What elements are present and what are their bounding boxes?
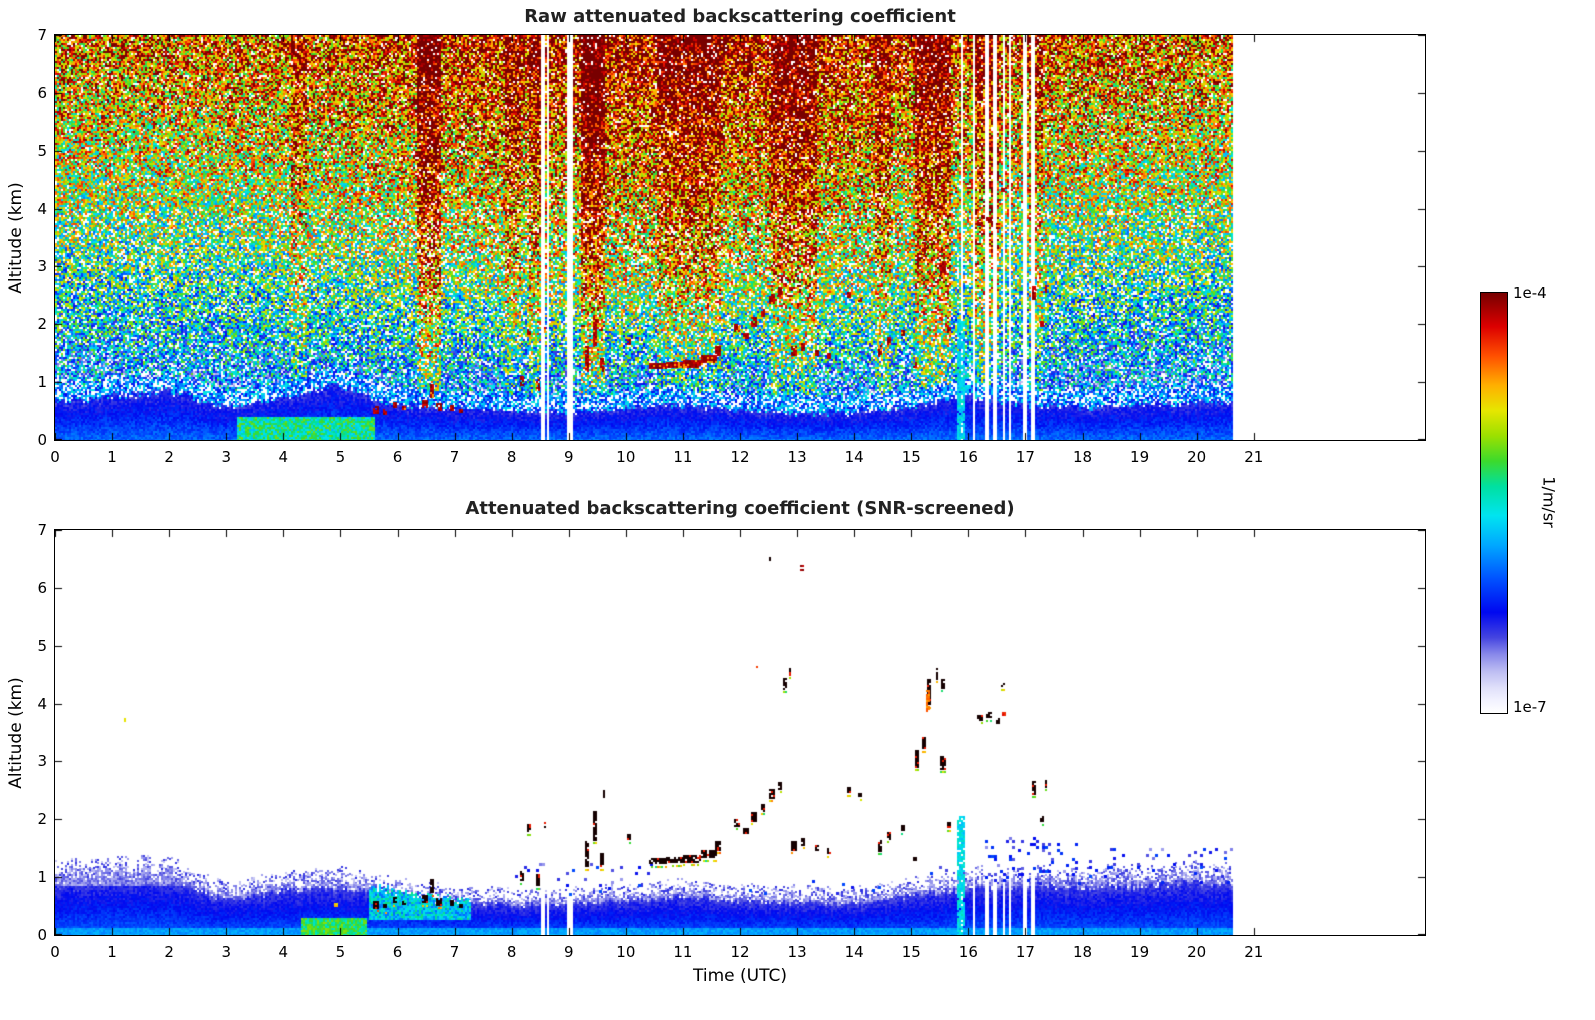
x-tick-label: 20 [1187, 448, 1207, 466]
x-tick-label: 8 [506, 448, 517, 466]
y-tick-label: 6 [37, 83, 47, 102]
screened-heatmap-canvas [54, 529, 1426, 936]
y-tick-label: 3 [37, 752, 47, 771]
y-tick-label: 4 [37, 694, 47, 713]
x-tick-label: 9 [563, 448, 574, 466]
x-tick-label: 12 [730, 448, 750, 466]
x-tick-label: 2 [164, 943, 174, 961]
y-tick-label: 7 [37, 521, 47, 539]
x-tick-label: 18 [1072, 448, 1093, 466]
x-tick-label: 14 [844, 448, 864, 466]
x-tick-label: 4 [278, 943, 289, 961]
x-tick-label: 10 [616, 448, 636, 466]
x-tick-label: 15 [901, 448, 921, 466]
x-tick-label: 5 [335, 943, 346, 961]
y-tick-label: 0 [37, 431, 47, 449]
x-tick-label: 19 [1130, 448, 1150, 466]
x-tick-label: 10 [616, 943, 636, 961]
x-tick-label: 5 [335, 448, 346, 466]
y-tick-label: 5 [37, 636, 47, 655]
y-tick-label: 4 [37, 199, 47, 218]
y-tick-label: 7 [37, 26, 47, 44]
screened-plot-title: Attenuated backscattering coefficient (S… [465, 498, 1015, 519]
colorbar-gradient [1480, 292, 1508, 714]
x-tick-label: 11 [673, 943, 693, 961]
x-tick-label: 7 [449, 943, 460, 961]
x-tick-label: 18 [1072, 943, 1093, 961]
x-tick-label: 19 [1130, 943, 1150, 961]
x-tick-label: 7 [449, 448, 460, 466]
x-tick-label: 16 [958, 943, 978, 961]
y-tick-label: 0 [37, 926, 47, 944]
y-tick-label: 2 [37, 315, 47, 334]
x-tick-label: 1 [107, 943, 117, 961]
x-tick-label: 17 [1015, 943, 1035, 961]
x-tick-label: 2 [164, 448, 174, 466]
raw-heatmap-canvas [54, 34, 1426, 441]
x-tick-label: 3 [221, 448, 232, 466]
x-tick-label: 8 [506, 943, 517, 961]
colorbar-unit-label: 1/m/sr [1539, 476, 1559, 528]
y-tick-label: 1 [37, 373, 47, 392]
x-tick-label: 13 [787, 943, 807, 961]
x-tick-label: 21 [1244, 448, 1264, 466]
y-tick-label: 6 [37, 578, 47, 597]
colorbar-min-label: 1e-7 [1513, 698, 1547, 716]
y-tick-label: 5 [37, 141, 47, 160]
x-tick-label: 16 [958, 448, 978, 466]
raw-plot-title: Raw attenuated backscattering coefficien… [524, 6, 956, 27]
x-tick-label: 15 [901, 943, 921, 961]
x-tick-label: 3 [221, 943, 232, 961]
colorbar-max-label: 1e-4 [1513, 284, 1547, 302]
x-tick-label: 6 [392, 943, 403, 961]
time-axis-label: Time (UTC) [693, 966, 787, 986]
x-tick-label: 20 [1187, 943, 1207, 961]
y-tick-label: 3 [37, 257, 47, 276]
x-tick-label: 4 [278, 448, 289, 466]
x-tick-label: 6 [392, 448, 403, 466]
x-tick-label: 9 [563, 943, 574, 961]
x-tick-label: 1 [107, 448, 117, 466]
x-tick-label: 12 [730, 943, 750, 961]
x-tick-label: 17 [1015, 448, 1035, 466]
x-tick-label: 0 [50, 448, 60, 466]
x-tick-label: 0 [50, 943, 60, 961]
x-tick-label: 13 [787, 448, 807, 466]
x-tick-label: 14 [844, 943, 864, 961]
x-tick-label: 11 [673, 448, 693, 466]
y-tick-label: 2 [37, 810, 47, 829]
x-tick-label: 21 [1244, 943, 1264, 961]
y-tick-label: 1 [37, 868, 47, 887]
